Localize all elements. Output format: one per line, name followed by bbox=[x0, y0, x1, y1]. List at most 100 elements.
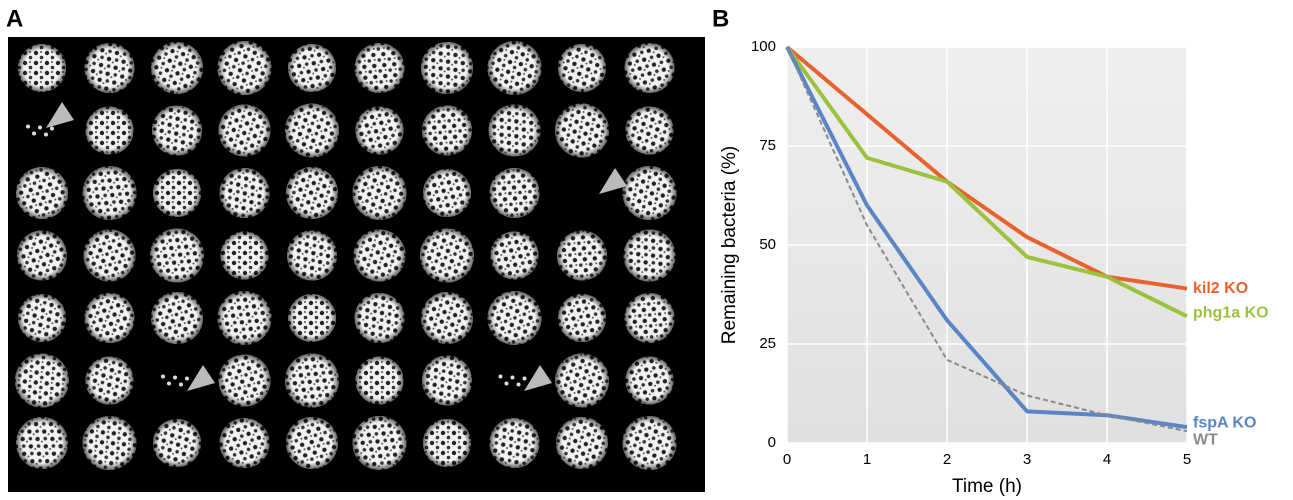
plaque-edge bbox=[421, 292, 473, 344]
debris bbox=[173, 375, 177, 380]
x-tick-label: 5 bbox=[1183, 451, 1191, 468]
plaque-edge bbox=[558, 294, 606, 342]
plaque-edge bbox=[16, 167, 68, 219]
arrowhead bbox=[524, 365, 552, 391]
legend-label: WT bbox=[1193, 431, 1218, 448]
plaque-edge bbox=[288, 294, 336, 342]
x-tick-label: 2 bbox=[943, 451, 951, 468]
plaque-edge bbox=[152, 105, 202, 156]
debris bbox=[50, 126, 54, 131]
arrowhead bbox=[599, 168, 627, 194]
plaque-edge bbox=[489, 168, 540, 218]
series-line bbox=[785, 45, 1188, 319]
plaque-edge bbox=[83, 229, 136, 282]
plaque-edge bbox=[624, 293, 675, 343]
plaque-edge bbox=[490, 231, 539, 280]
panel-label: A bbox=[6, 5, 23, 32]
legend-label: fspA KO bbox=[1193, 414, 1256, 431]
arrowhead bbox=[187, 365, 215, 391]
plaque-edge bbox=[488, 104, 541, 157]
plaque-edge bbox=[557, 230, 607, 281]
plaque-edge bbox=[354, 293, 405, 343]
plaque-edge bbox=[220, 231, 269, 280]
plaque-edge bbox=[555, 353, 609, 408]
plaque-edge bbox=[18, 294, 66, 342]
y-tick-label: 50 bbox=[759, 236, 776, 253]
plaque-edge bbox=[625, 106, 674, 155]
plaque-edge bbox=[217, 291, 272, 345]
plaque-edge bbox=[355, 356, 404, 405]
plaque-edge bbox=[422, 355, 472, 406]
plaque-edge bbox=[218, 354, 271, 407]
plaque-edge bbox=[622, 166, 677, 220]
y-tick-label: 100 bbox=[751, 38, 776, 55]
plaque-edge bbox=[287, 230, 337, 281]
panel-label: B bbox=[712, 5, 729, 32]
x-tick-label: 0 bbox=[783, 451, 791, 468]
plaque-edge bbox=[352, 416, 407, 470]
series-line bbox=[786, 46, 1188, 433]
plaque-edge bbox=[423, 419, 471, 467]
plaque-edge bbox=[219, 418, 270, 468]
debris bbox=[510, 375, 515, 380]
debris bbox=[516, 382, 521, 387]
plaque-edge bbox=[487, 291, 542, 345]
plaque-edge bbox=[286, 167, 338, 219]
series-line bbox=[785, 45, 1188, 291]
plaque-edge bbox=[623, 229, 676, 282]
debris bbox=[38, 125, 42, 130]
series-line bbox=[785, 46, 1188, 430]
plaque-edge bbox=[18, 44, 66, 92]
debris bbox=[167, 381, 171, 386]
plaque-edge bbox=[15, 353, 69, 408]
plaque-edge bbox=[151, 292, 203, 344]
debris bbox=[185, 376, 189, 381]
plaque-edge bbox=[421, 42, 473, 94]
plaque-edge bbox=[422, 105, 472, 156]
plaque-edge bbox=[285, 103, 339, 158]
plaque-edge bbox=[82, 416, 137, 470]
plaque-edge bbox=[153, 419, 201, 467]
plaque-edge bbox=[487, 41, 542, 95]
plaque-edge bbox=[84, 43, 135, 93]
debris bbox=[498, 374, 503, 379]
legend-label: phg1a KO bbox=[1193, 304, 1269, 321]
debris bbox=[161, 374, 165, 379]
plaque-edge bbox=[622, 416, 677, 470]
y-tick-label: 25 bbox=[759, 335, 776, 352]
y-axis-label: Remaining bacteria (%) bbox=[719, 146, 740, 345]
plaque-edge bbox=[82, 166, 137, 220]
plaque-edge bbox=[16, 417, 68, 469]
plaque-edge bbox=[489, 418, 540, 468]
plaque-edge bbox=[624, 43, 675, 93]
plaque-edge bbox=[423, 169, 471, 217]
x-tick-label: 1 bbox=[863, 451, 871, 468]
arrowhead bbox=[46, 102, 74, 128]
plaque-edge bbox=[420, 228, 474, 283]
plaque-edge bbox=[85, 106, 134, 155]
plaque-edge bbox=[352, 166, 407, 220]
plaque-edge bbox=[558, 44, 606, 92]
plaque-edge bbox=[151, 42, 203, 94]
plaque-edge bbox=[153, 169, 201, 217]
debris bbox=[504, 381, 509, 386]
debris bbox=[44, 132, 48, 137]
debris bbox=[32, 131, 36, 136]
debris bbox=[26, 124, 30, 129]
plaque-edge bbox=[286, 417, 338, 469]
debris bbox=[522, 376, 527, 381]
plaque-edge bbox=[85, 356, 134, 405]
plaque-edge bbox=[355, 106, 404, 155]
x-tick-label: 3 bbox=[1023, 451, 1031, 468]
plaque-edge bbox=[288, 44, 336, 92]
x-axis-label: Time (h) bbox=[952, 476, 1022, 497]
plaque-edge bbox=[218, 104, 271, 157]
y-tick-label: 0 bbox=[768, 434, 776, 451]
plaque-edge bbox=[353, 229, 406, 282]
plaque-edge bbox=[150, 228, 204, 283]
plaque-edge bbox=[285, 353, 339, 408]
plaque-edge bbox=[17, 230, 67, 281]
plaque-edge bbox=[555, 103, 609, 158]
plaque-edge bbox=[217, 41, 272, 95]
plaque-edge bbox=[84, 293, 135, 343]
